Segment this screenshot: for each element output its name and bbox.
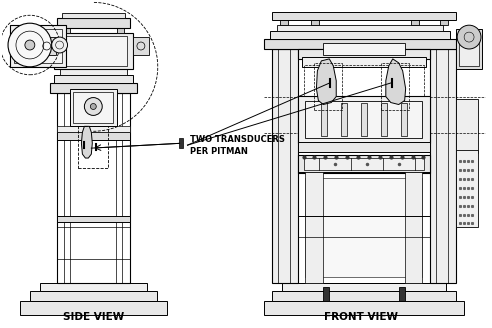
Bar <box>399 287 404 301</box>
Bar <box>430 49 456 283</box>
Bar <box>78 126 108 168</box>
Bar <box>60 69 127 75</box>
Bar <box>306 172 323 283</box>
Bar <box>306 178 423 277</box>
Bar <box>361 103 367 136</box>
Bar <box>14 29 62 63</box>
Polygon shape <box>386 59 405 105</box>
Bar <box>282 283 446 291</box>
Bar <box>62 28 69 33</box>
Bar <box>264 39 456 49</box>
Bar <box>272 49 298 283</box>
Bar <box>381 63 409 111</box>
Bar <box>306 101 423 138</box>
Bar <box>264 301 464 315</box>
Circle shape <box>85 97 102 115</box>
Bar <box>117 28 124 33</box>
Bar <box>440 20 448 25</box>
Text: TWO TRANSDUCERS
PER PITMAN: TWO TRANSDUCERS PER PITMAN <box>190 135 285 156</box>
Bar <box>323 287 329 301</box>
Bar <box>179 138 183 148</box>
Bar <box>54 33 133 69</box>
Bar <box>298 155 430 173</box>
Bar <box>341 103 347 136</box>
Bar <box>30 291 157 301</box>
Bar <box>69 89 117 126</box>
Bar <box>60 36 127 66</box>
Circle shape <box>52 37 67 53</box>
Bar <box>57 215 130 221</box>
Bar <box>314 63 342 111</box>
Bar <box>272 12 456 20</box>
Bar <box>272 291 456 301</box>
Bar <box>57 92 130 283</box>
Bar <box>62 13 125 18</box>
Bar <box>456 29 482 69</box>
Bar <box>270 31 450 39</box>
Bar <box>10 25 65 67</box>
Bar <box>50 83 137 92</box>
Bar <box>400 103 406 136</box>
Circle shape <box>25 40 35 50</box>
Circle shape <box>8 23 52 67</box>
Bar <box>411 20 419 25</box>
Bar <box>298 172 430 283</box>
Circle shape <box>457 25 481 49</box>
Bar <box>40 283 147 291</box>
Bar <box>298 95 430 143</box>
Bar <box>302 57 427 67</box>
Bar <box>20 301 167 315</box>
Bar <box>57 126 130 132</box>
Bar <box>298 49 430 59</box>
Bar <box>38 37 56 55</box>
Text: FRONT VIEW: FRONT VIEW <box>324 312 398 322</box>
Bar <box>311 20 319 25</box>
Bar <box>54 75 133 83</box>
Bar <box>133 37 149 55</box>
Text: SIDE VIEW: SIDE VIEW <box>62 312 124 322</box>
Bar <box>73 92 113 123</box>
Bar <box>381 103 387 136</box>
Bar <box>277 25 443 31</box>
Bar <box>57 132 130 140</box>
Bar <box>323 43 404 55</box>
Circle shape <box>91 104 96 110</box>
Bar <box>304 158 425 170</box>
Bar <box>280 20 288 25</box>
Bar <box>459 32 479 66</box>
Bar <box>321 103 327 136</box>
Polygon shape <box>81 126 92 158</box>
Bar <box>298 142 430 152</box>
Bar <box>404 172 423 283</box>
Bar <box>57 18 130 28</box>
Bar <box>304 65 425 96</box>
Bar <box>456 98 478 153</box>
Polygon shape <box>316 59 336 105</box>
Bar <box>456 150 478 227</box>
